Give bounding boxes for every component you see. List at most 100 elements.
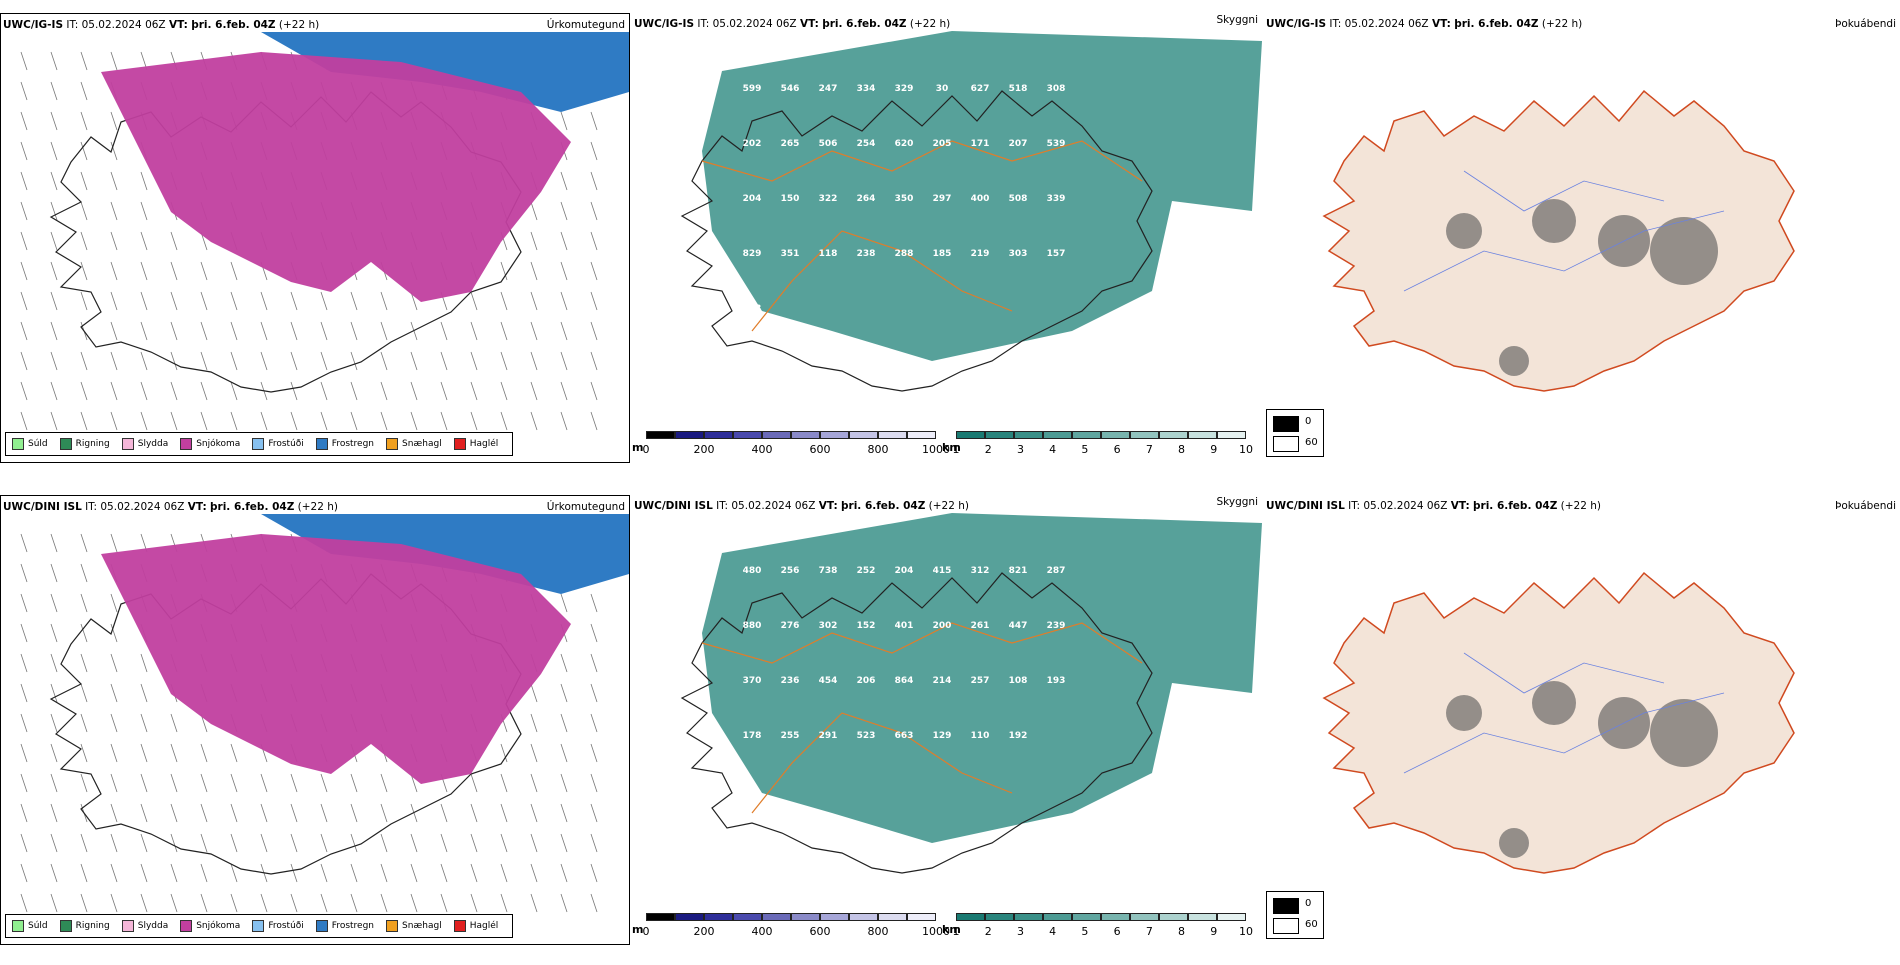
ceiling-value: 447 bbox=[1009, 621, 1028, 631]
ceiling-value: 239 bbox=[1047, 621, 1066, 631]
legend-label: Frostregn bbox=[331, 921, 375, 931]
ceiling-value: 110 bbox=[971, 731, 990, 741]
ceiling-value: 203 bbox=[743, 304, 762, 314]
road bbox=[701, 140, 1143, 182]
visibility-map: 480 256 738 252 204 415 312 821 287 880 276 302 152 4… bbox=[680, 513, 1262, 874]
fog-spot bbox=[1532, 681, 1576, 725]
ceiling-value: 205 bbox=[933, 139, 952, 149]
legend-item: Frostregn bbox=[315, 920, 375, 932]
colorbar-tick: 200 bbox=[693, 443, 715, 456]
legend-item: Súld bbox=[12, 438, 48, 450]
snowfall-area bbox=[101, 52, 571, 302]
legend-label: Snæhagl bbox=[402, 921, 442, 931]
colorbar-unit: km bbox=[942, 923, 961, 936]
ceiling-value: 200 bbox=[933, 621, 952, 631]
colorbar-segment bbox=[1072, 913, 1101, 921]
colorbar-tick: 800 bbox=[867, 443, 889, 456]
colorbar-tick: 7 bbox=[1145, 925, 1153, 938]
vt-label: VT: bbox=[799, 18, 819, 30]
colorbar-tick: 10 bbox=[1239, 925, 1253, 938]
model-name: UWC/DINI ISL bbox=[3, 501, 82, 513]
fog-map bbox=[1322, 89, 1795, 392]
colorbar-tick: 1 bbox=[952, 443, 960, 456]
legend-label: Rigning bbox=[75, 439, 110, 449]
river bbox=[1463, 170, 1665, 212]
colorbar-segment bbox=[849, 431, 878, 439]
legend-item: Snjókoma bbox=[180, 438, 240, 450]
ceiling-value: 30 bbox=[936, 84, 949, 94]
colorbar-tick: 3 bbox=[1016, 443, 1024, 456]
colorbar-unit: m bbox=[632, 441, 644, 454]
legend-label: Snjókoma bbox=[196, 439, 241, 449]
legend-label: Snjókoma bbox=[196, 921, 241, 931]
precip-type-panel: UWC/IG-IS IT: 05.02.2024 06Z VT: þri. 6.… bbox=[0, 13, 630, 463]
model-name: UWC/IG-IS bbox=[3, 19, 64, 31]
river bbox=[1463, 652, 1665, 694]
legend-label: Rigning bbox=[75, 921, 110, 931]
colorbar-segment bbox=[956, 913, 985, 921]
lead-time: (+22 h) bbox=[1560, 500, 1602, 512]
panel-header: UWC/DINI ISL IT: 05.02.2024 06Z VT: þri.… bbox=[1266, 500, 1601, 512]
ceiling-value: 276 bbox=[781, 621, 800, 631]
colorbar-segment bbox=[646, 913, 675, 921]
ceiling-value: 257 bbox=[971, 676, 990, 686]
fog-legend: 0 60 bbox=[1266, 891, 1324, 939]
freezing-rain-area bbox=[261, 32, 629, 112]
colorbar-segment bbox=[762, 431, 791, 439]
legend-label: Frostúði bbox=[268, 439, 304, 449]
legend-swatch bbox=[252, 920, 265, 932]
ceiling-value: 236 bbox=[781, 676, 800, 686]
it-label: IT: bbox=[697, 18, 710, 30]
ceiling-value: 207 bbox=[1009, 139, 1028, 149]
ceiling-value: 287 bbox=[1047, 566, 1066, 576]
ceiling-value: 297 bbox=[933, 194, 952, 204]
legend-swatch bbox=[180, 920, 193, 932]
coastline bbox=[680, 572, 1153, 874]
colorbar-tick: 4 bbox=[1049, 443, 1057, 456]
precip-legend: Súld Rigning Slydda Snjókoma Frostúði Frostre… bbox=[5, 914, 514, 938]
fog-legend-low: 0 bbox=[1305, 898, 1312, 909]
ceiling-value: 238 bbox=[857, 249, 876, 259]
ceiling-value: 334 bbox=[857, 84, 876, 94]
panel-title-fog: Þokuábendi bbox=[1835, 500, 1896, 512]
fog-legend-swatch-high bbox=[1273, 436, 1299, 452]
ceiling-value: 185 bbox=[933, 249, 952, 259]
precip-legend: Súld Rigning Slydda Snjókoma Frostúði Frostre… bbox=[5, 432, 514, 456]
legend-item: Slydda bbox=[121, 438, 168, 450]
colorbar-segment bbox=[956, 431, 985, 439]
legend-item: Snjókoma bbox=[180, 920, 240, 932]
low-visibility-area bbox=[702, 513, 1262, 843]
fog-panel: UWC/IG-IS IT: 05.02.2024 06Z VT: þri. 6.… bbox=[1264, 13, 1900, 463]
fog-legend-swatch-low bbox=[1273, 898, 1299, 914]
colorbar-segment bbox=[704, 913, 733, 921]
legend-label: Súld bbox=[28, 439, 48, 449]
colorbar-segment bbox=[1217, 431, 1246, 439]
ceiling-value: 255 bbox=[781, 731, 800, 741]
fog-spot bbox=[1446, 695, 1482, 731]
model-name: UWC/IG-IS bbox=[1266, 18, 1327, 30]
colorbar-tick: 1 bbox=[952, 925, 960, 938]
ceiling-value: 518 bbox=[1009, 84, 1028, 94]
colorbar-segment bbox=[1217, 913, 1246, 921]
colorbar-tick: 4 bbox=[1049, 925, 1057, 938]
fog-legend: 0 60 bbox=[1266, 409, 1324, 457]
colorbar-segment bbox=[820, 913, 849, 921]
colorbar-tick: 3 bbox=[1016, 925, 1024, 938]
road bbox=[701, 622, 1143, 664]
ceiling-value: 206 bbox=[857, 676, 876, 686]
legend-label: Haglél bbox=[469, 439, 499, 449]
legend-swatch bbox=[315, 920, 328, 932]
colorbar-segment bbox=[1188, 913, 1217, 921]
it-value: 05.02.2024 06Z bbox=[100, 501, 185, 513]
ceiling-value: 288 bbox=[895, 249, 914, 259]
ceiling-value: 864 bbox=[895, 676, 914, 686]
vt-label: VT: bbox=[1450, 500, 1470, 512]
legend-label: Súld bbox=[28, 921, 48, 931]
fog-map bbox=[1322, 571, 1795, 874]
ceiling-value: 291 bbox=[819, 731, 838, 741]
colorbar-segment bbox=[985, 431, 1014, 439]
rivers bbox=[1403, 170, 1725, 292]
colorbar-segment bbox=[1101, 431, 1130, 439]
colorbar-tick: 2 bbox=[984, 443, 992, 456]
colorbar-segment bbox=[907, 913, 936, 921]
